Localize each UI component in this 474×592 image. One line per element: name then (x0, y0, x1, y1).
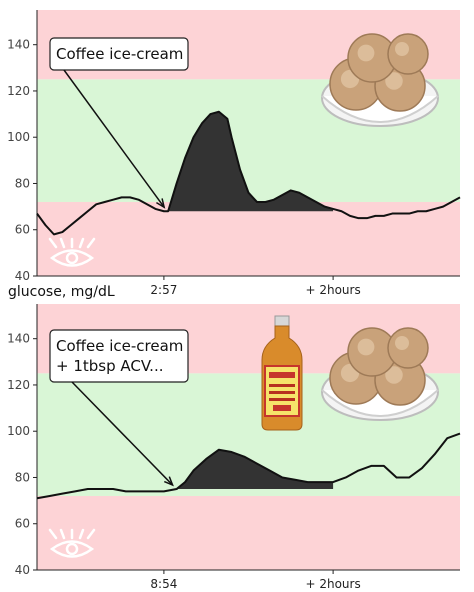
eye-ray (59, 237, 66, 249)
scoop-highlight (357, 44, 375, 62)
y-tick-label: 140 (7, 332, 30, 346)
scoop-highlight (385, 72, 403, 90)
eye-ray (86, 528, 96, 540)
eye-ray (48, 237, 58, 249)
label-band (269, 372, 295, 378)
eye-ray (78, 237, 85, 249)
annotation-text: + 1tbsp ACV... (56, 357, 164, 375)
label-line (269, 398, 295, 401)
chart-panel-2: 40 60 80 100 120 140 8:54 + 2hours Coffee ice-cr… (7, 304, 461, 591)
eye-ray (78, 528, 85, 540)
annotation-box (49, 329, 189, 383)
y-tick-label: 80 (15, 176, 30, 190)
zone-low (37, 495, 460, 570)
eye-pupil (65, 542, 79, 556)
eye-pupil (65, 251, 79, 265)
x-tick-label: 2:57 (150, 283, 177, 297)
scoop-highlight (395, 42, 409, 56)
y-tick-label: 60 (15, 517, 30, 531)
y-tick-label: 60 (15, 223, 30, 237)
annotation-text: Coffee ice-cream (56, 337, 183, 355)
y-tick-label: 80 (15, 470, 30, 484)
scoop-highlight (357, 338, 375, 356)
arrow-head (164, 476, 174, 487)
glucose-rise-area (168, 111, 334, 212)
y-tick-label: 100 (7, 424, 30, 438)
y-tick-label: 120 (7, 378, 30, 392)
eye-logo-icon (49, 540, 95, 558)
label-line (269, 391, 295, 394)
x-tick-label: 8:54 (150, 577, 177, 591)
y-tick-label: 140 (7, 38, 30, 52)
ice-cream-scoop-icon (387, 327, 429, 369)
annotation-text: Coffee ice-cream (56, 45, 183, 63)
glucose-line (36, 110, 461, 236)
y-tick-label: 100 (7, 130, 30, 144)
ice-cream-scoop-icon (387, 33, 429, 75)
eye-logo-icon (49, 249, 95, 267)
label-line (269, 384, 295, 387)
annotation-arrow (63, 69, 165, 208)
eye-ray (86, 237, 96, 249)
annotation-box (49, 37, 189, 71)
y-tick-label: 120 (7, 84, 30, 98)
glucose-rise-area (176, 449, 334, 490)
y-tick-label: 40 (15, 269, 30, 283)
chart-panel-1: 40 60 80 100 120 140 2:57 + 2hours Coffee ice-cr… (7, 10, 461, 297)
x-tick-label: + 2hours (305, 283, 360, 297)
y-axis-label: glucose, mg/dL (8, 284, 115, 300)
scoop-highlight (395, 336, 409, 350)
arrow-head (156, 198, 166, 209)
x-tick-label: + 2hours (305, 577, 360, 591)
y-tick-label: 40 (15, 563, 30, 577)
annotation-arrow (71, 381, 174, 486)
eye-ray (48, 528, 58, 540)
scoop-highlight (385, 366, 403, 384)
bottle-cap (274, 315, 290, 327)
label-seal (273, 405, 291, 411)
eye-ray (59, 528, 66, 540)
